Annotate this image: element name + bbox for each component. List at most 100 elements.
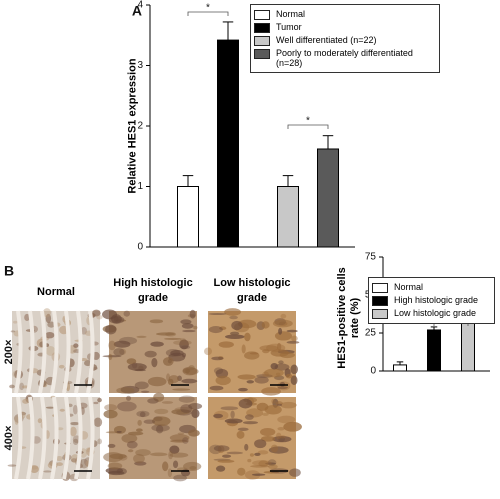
image-texture — [97, 438, 103, 445]
image-texture — [147, 398, 159, 404]
image-texture — [226, 451, 243, 455]
image-texture — [169, 452, 189, 458]
legend-label: Normal — [394, 282, 424, 292]
image-texture — [225, 334, 245, 340]
legend-label: Normal — [276, 9, 306, 19]
image-texture — [270, 362, 279, 370]
image-texture — [113, 348, 125, 357]
image-texture — [215, 375, 231, 386]
significance-bracket — [287, 124, 329, 129]
y-tick-label: 75 — [365, 252, 377, 263]
image-texture — [218, 341, 234, 348]
image-texture — [69, 426, 77, 437]
image-texture — [10, 330, 16, 333]
image-texture — [113, 340, 131, 348]
image-texture — [280, 401, 297, 409]
legend-entry: Normal — [254, 9, 436, 20]
image-texture — [136, 410, 150, 418]
image-texture — [285, 373, 293, 379]
image-texture — [189, 309, 196, 319]
image-texture — [140, 390, 150, 393]
image-texture — [262, 412, 269, 416]
image-texture — [270, 444, 279, 453]
image-texture — [50, 396, 59, 480]
image-texture — [246, 380, 255, 384]
legend-label: Well differentiated (n=22) — [276, 35, 377, 45]
image-texture — [127, 363, 147, 371]
image-texture — [62, 396, 71, 480]
y-tick-label: 0 — [137, 242, 143, 253]
image-texture — [266, 343, 286, 353]
y-tick-label: 4 — [137, 0, 143, 11]
image-texture — [177, 432, 185, 435]
image-texture — [274, 363, 290, 371]
legend-label: Low histologic grade — [394, 308, 477, 318]
image-texture — [55, 456, 63, 462]
image-texture — [222, 454, 232, 458]
column-header: Normal — [37, 286, 75, 298]
image-texture — [43, 470, 52, 473]
image-texture — [264, 405, 282, 415]
image-texture — [162, 357, 174, 366]
column-header: High histologic grade — [113, 277, 193, 304]
legend-swatch — [372, 296, 388, 306]
image-texture — [72, 404, 78, 415]
image-texture — [250, 464, 270, 468]
image-texture — [208, 326, 223, 334]
image-texture — [135, 449, 151, 457]
image-texture — [204, 347, 212, 356]
image-texture — [167, 378, 174, 386]
image-texture — [291, 335, 298, 342]
row-label: 400× — [3, 426, 15, 451]
image-texture — [259, 427, 276, 437]
image-texture — [92, 366, 98, 370]
image-texture — [261, 321, 270, 329]
image-texture — [265, 462, 276, 465]
image-texture — [215, 465, 226, 472]
image-texture — [274, 331, 293, 341]
bar — [217, 39, 239, 248]
image-texture — [188, 402, 203, 410]
image-texture — [191, 409, 200, 419]
image-texture — [50, 310, 59, 394]
image-texture — [9, 384, 15, 389]
legend-label: Poorly to moderately differentiated (n=2… — [276, 48, 413, 68]
image-texture — [123, 310, 130, 317]
image-texture — [254, 439, 267, 449]
image-texture — [164, 337, 182, 340]
image-texture — [171, 409, 190, 415]
image-texture — [7, 464, 17, 467]
image-texture — [137, 419, 142, 426]
image-texture — [121, 433, 138, 443]
image-texture — [127, 449, 134, 453]
image-texture — [13, 320, 18, 324]
image-texture — [151, 357, 158, 368]
image-texture — [268, 464, 278, 470]
image-texture — [143, 419, 156, 424]
image-texture — [44, 331, 55, 339]
image-texture — [244, 332, 251, 342]
image-texture — [286, 329, 298, 333]
bar — [317, 148, 339, 248]
image-texture — [242, 421, 258, 425]
image-texture — [193, 325, 198, 330]
image-texture — [271, 398, 276, 404]
y-tick-label: 2 — [137, 121, 143, 132]
image-texture — [211, 356, 224, 361]
image-texture — [249, 453, 255, 457]
image-texture — [261, 387, 281, 396]
image-texture — [188, 429, 200, 437]
image-texture — [247, 458, 252, 463]
legend-entry: High histologic grade — [372, 295, 491, 306]
image-texture — [22, 398, 30, 404]
image-texture — [220, 406, 239, 411]
image-texture — [119, 348, 127, 355]
image-texture — [217, 459, 235, 463]
image-texture — [116, 387, 135, 394]
image-texture — [182, 437, 189, 444]
legend-swatch — [254, 49, 270, 59]
legend: Normal High histologic grade Low histologi… — [368, 277, 495, 324]
image-texture — [236, 430, 245, 439]
legend-swatch — [254, 23, 270, 33]
image-texture — [97, 397, 102, 403]
